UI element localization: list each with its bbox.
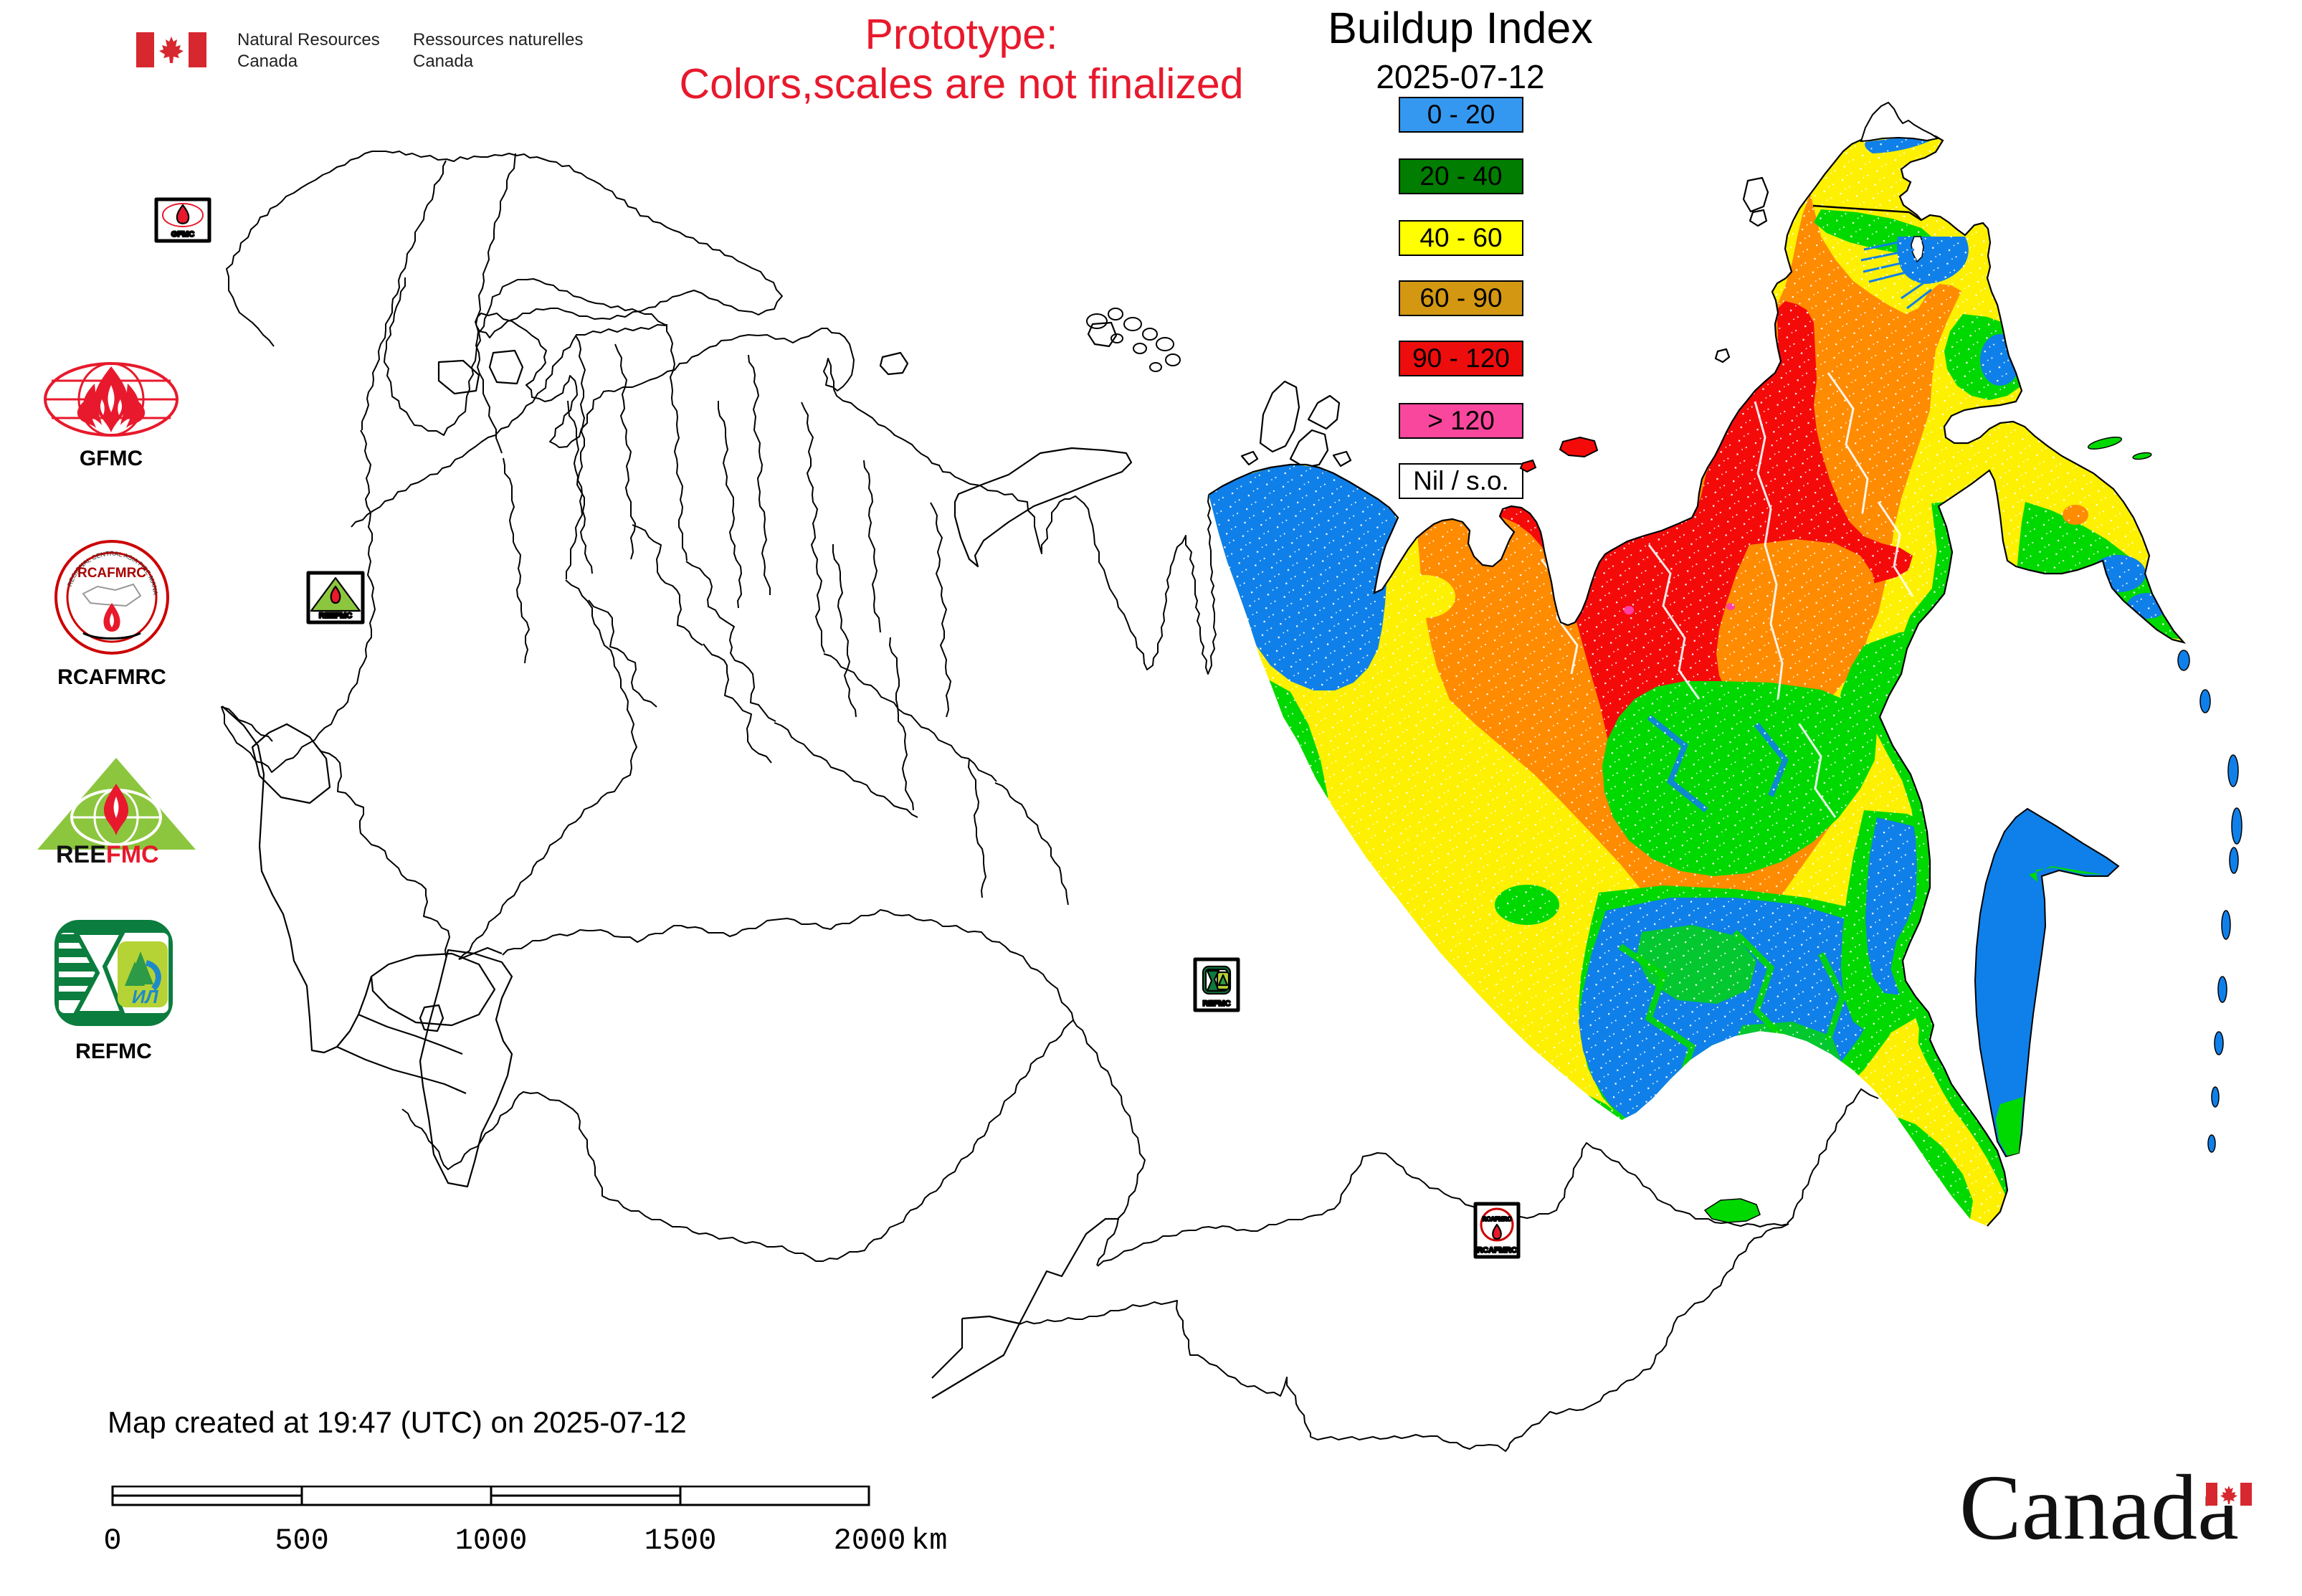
svg-text:REEFMC: REEFMC <box>56 841 159 864</box>
svg-text:RCAFMRC: RCAFMRC <box>77 566 146 581</box>
svg-text:Canada: Canada <box>1959 1464 2239 1557</box>
svg-text:km: km <box>911 1524 947 1557</box>
svg-text:RCAFMRC: RCAFMRC <box>1483 1216 1512 1222</box>
svg-text:GFMC: GFMC <box>171 230 194 239</box>
svg-text:2000: 2000 <box>834 1524 906 1557</box>
svg-text:REEFMC: REEFMC <box>319 612 353 620</box>
svg-text:1500: 1500 <box>645 1524 717 1557</box>
svg-text:1000: 1000 <box>455 1524 528 1557</box>
svg-text:ИЛ: ИЛ <box>132 986 159 1007</box>
svg-text:REFMC: REFMC <box>1202 999 1230 1008</box>
svg-text:0: 0 <box>103 1524 121 1557</box>
svg-text:RCAFMRC: RCAFMRC <box>1477 1246 1517 1255</box>
svg-text:500: 500 <box>275 1524 329 1557</box>
